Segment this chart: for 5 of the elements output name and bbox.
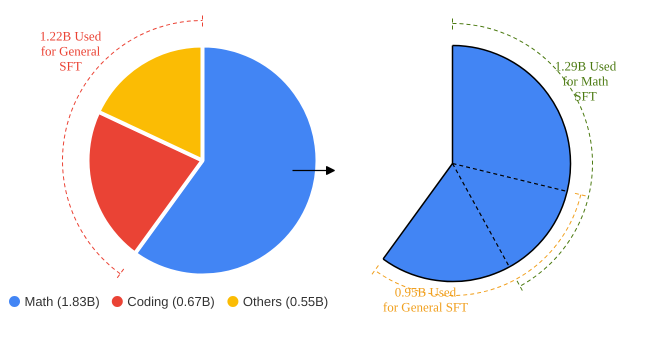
legend-label: Coding (0.67B) (127, 294, 215, 309)
legend-label: Math (1.83B) (24, 294, 100, 309)
text: 1.29B Used for Math SFT (554, 58, 617, 104)
text: 1.22B Used for General SFT (40, 28, 102, 74)
legend-label: Others (0.55B) (242, 294, 328, 309)
